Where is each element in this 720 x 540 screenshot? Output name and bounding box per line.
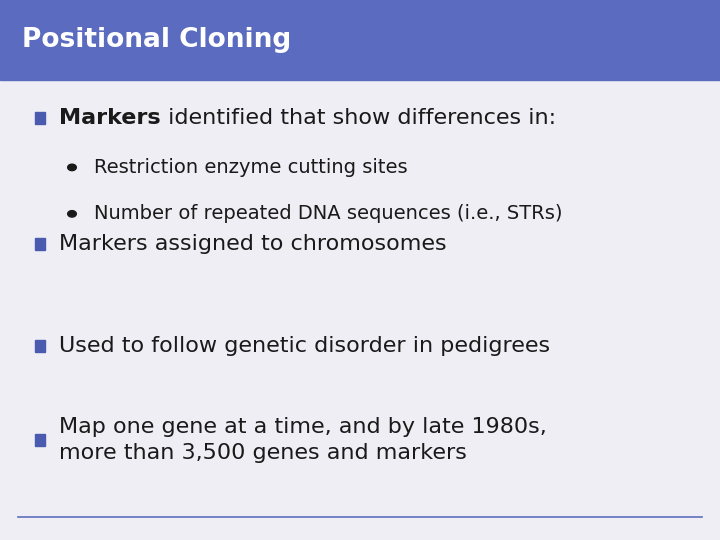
Text: Markers: Markers xyxy=(59,107,161,128)
Text: identified that show differences in:: identified that show differences in: xyxy=(161,107,556,128)
Bar xyxy=(35,238,45,250)
Text: Restriction enzyme cutting sites: Restriction enzyme cutting sites xyxy=(94,158,408,177)
Bar xyxy=(0,0,720,80)
Text: Positional Cloning: Positional Cloning xyxy=(22,27,291,53)
Text: Markers assigned to chromosomes: Markers assigned to chromosomes xyxy=(59,234,446,254)
Bar xyxy=(35,340,45,352)
Circle shape xyxy=(68,164,76,171)
Text: Number of repeated DNA sequences (i.e., STRs): Number of repeated DNA sequences (i.e., … xyxy=(94,204,562,224)
Text: Map one gene at a time, and by late 1980s,
more than 3,500 genes and markers: Map one gene at a time, and by late 1980… xyxy=(59,417,546,463)
Text: Used to follow genetic disorder in pedigrees: Used to follow genetic disorder in pedig… xyxy=(59,335,550,356)
Bar xyxy=(35,434,45,446)
Bar xyxy=(35,112,45,124)
Circle shape xyxy=(68,211,76,217)
